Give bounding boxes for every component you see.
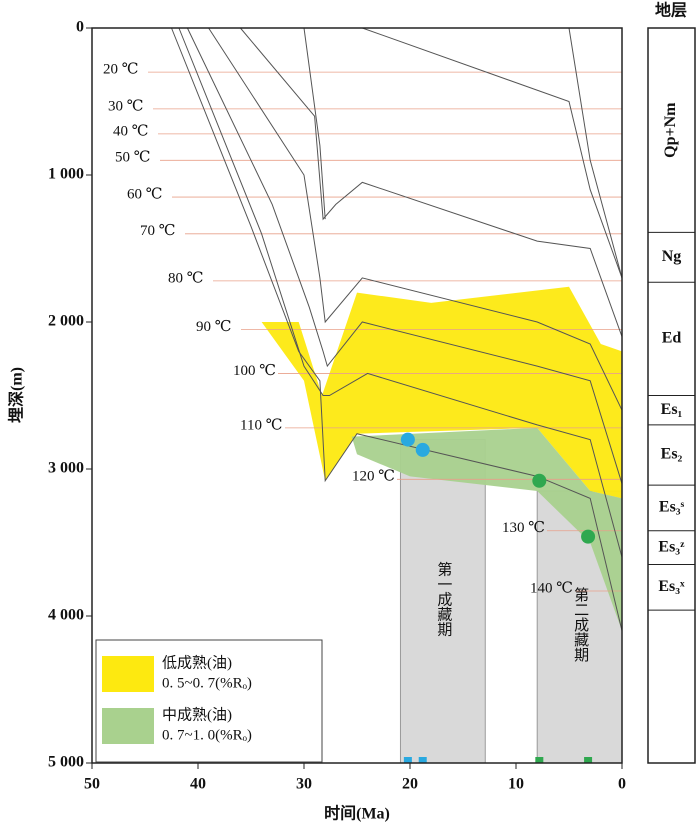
isotherm-label: 90 ℃	[196, 319, 232, 335]
plot-frame	[91, 27, 623, 764]
sample-point	[415, 442, 430, 457]
burial-line	[303, 27, 326, 220]
burial-line	[208, 27, 623, 411]
legend-range: 0. 5~0. 7(%Rₒ)	[162, 675, 252, 691]
maturity-zone	[261, 286, 622, 499]
y-axis-label: 埋深(m)	[7, 367, 26, 423]
x-tick-label: 0	[618, 776, 626, 793]
isotherm-label: 60 ℃	[127, 186, 163, 202]
accumulation-period	[399, 439, 486, 764]
isotherm-label: 30 ℃	[108, 98, 144, 114]
y-tick-label: 1 000	[48, 166, 84, 183]
y-tick-label: 4 000	[48, 607, 84, 624]
x-tick-label: 10	[508, 776, 524, 793]
burial-line	[568, 27, 623, 279]
strata-label: Es₃ˢ	[659, 499, 685, 516]
legend-swatch	[102, 708, 154, 744]
legend-swatch	[102, 656, 154, 692]
strata-label: Ng	[662, 248, 682, 265]
sample-marker	[584, 757, 593, 763]
isotherm-label: 120 ℃	[352, 469, 395, 485]
strata-label: Es₁	[661, 401, 683, 418]
x-tick-label: 30	[296, 776, 312, 793]
isotherm-label: 130 ℃	[502, 520, 545, 536]
legend-label: 低成熟(油)	[162, 654, 232, 671]
isotherm-label: 50 ℃	[115, 150, 151, 166]
y-tick-label: 0	[76, 19, 84, 36]
x-tick-label: 40	[190, 776, 206, 793]
sample-marker	[535, 757, 544, 763]
legend-range: 0. 7~1. 0(%Rₒ)	[162, 727, 252, 743]
x-tick-label: 20	[402, 776, 418, 793]
sample-point	[400, 432, 415, 447]
x-tick-label: 50	[84, 776, 100, 793]
burial-line	[186, 27, 623, 484]
isotherm-label: 70 ℃	[140, 223, 176, 239]
sample-marker	[418, 757, 427, 763]
isotherm-label: 40 ℃	[113, 123, 149, 139]
strata-label: Es₂	[661, 446, 683, 463]
strata-label: Es₃ᶻ	[658, 538, 685, 555]
strata-title: 地层	[655, 1, 687, 20]
y-tick-label: 3 000	[48, 460, 84, 477]
burial-line	[178, 27, 623, 558]
sample-marker	[403, 757, 412, 763]
burial-line	[171, 27, 623, 631]
maturity-zone	[351, 427, 622, 631]
period-label: 第二成藏期	[572, 586, 589, 663]
strata-label: Es₃ˣ	[658, 578, 685, 595]
period-label: 第一成藏期	[435, 561, 452, 638]
isotherm-label: 20 ℃	[103, 62, 139, 78]
legend-label: 中成熟(油)	[162, 706, 232, 723]
y-tick-label: 2 000	[48, 313, 84, 330]
burial-line	[362, 27, 623, 279]
sample-point	[532, 473, 547, 488]
y-tick-label: 5 000	[48, 754, 84, 771]
strata-label: Ed	[662, 330, 682, 347]
isotherm-label: 80 ℃	[168, 270, 204, 286]
isotherm-label: 140 ℃	[530, 580, 573, 596]
isotherm-label: 110 ℃	[240, 417, 282, 433]
isotherm-label: 100 ℃	[233, 363, 276, 379]
x-axis-label: 时间(Ma)	[324, 804, 390, 823]
burial-line	[240, 27, 623, 337]
strata-label: Qp+Nm	[662, 102, 679, 158]
sample-point	[581, 529, 596, 544]
